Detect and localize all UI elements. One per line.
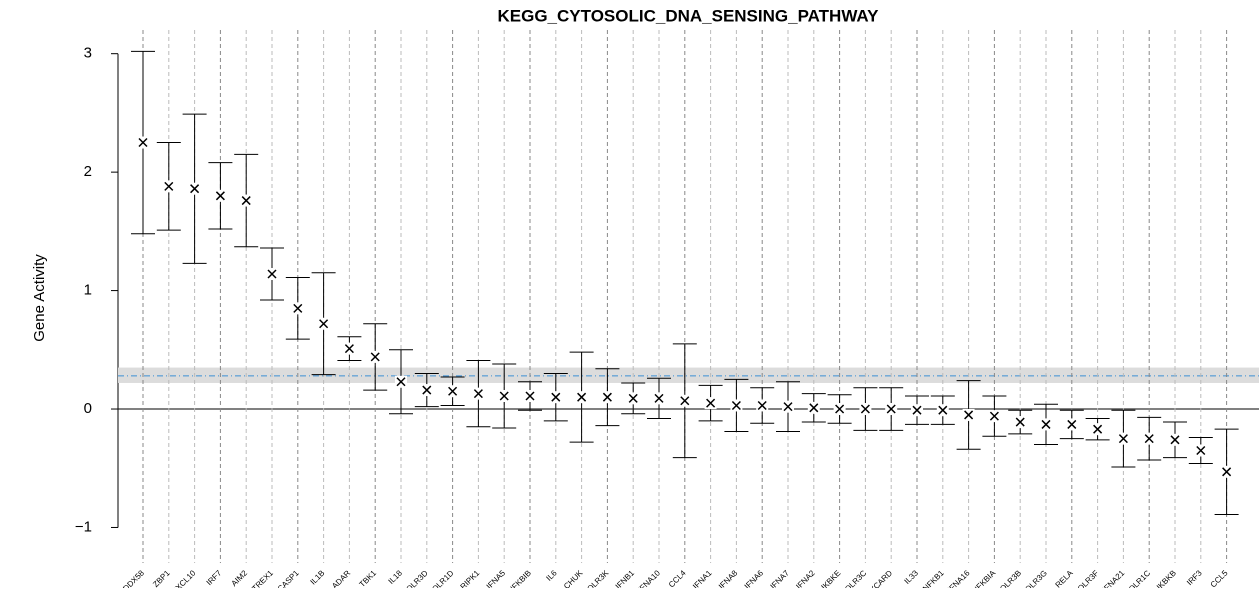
marker [499, 391, 509, 401]
x-tick-label: RIPK1 [459, 568, 482, 588]
x-tick-label: IFNA21 [1101, 568, 1127, 588]
marker [706, 398, 716, 408]
x-tick-label: CHUK [562, 568, 585, 588]
marker [1067, 419, 1077, 429]
marker [680, 396, 690, 406]
marker [396, 377, 406, 387]
x-tick-label: POLR3F [1072, 568, 1100, 588]
marker [835, 404, 845, 414]
x-tick-label: IKBKE [819, 569, 842, 588]
marker [1118, 434, 1128, 444]
y-axis-label: Gene Activity [31, 254, 48, 342]
x-tick-label: IFNA16 [946, 568, 972, 588]
x-tick-label: POLR1C [1123, 568, 1152, 588]
marker [1144, 434, 1154, 444]
marker [1222, 467, 1232, 477]
marker [241, 196, 251, 206]
x-tick-label: POLR3G [1020, 569, 1049, 588]
x-tick-label: RELA [1054, 568, 1076, 588]
x-tick-label: IFNA5 [485, 568, 508, 588]
marker [912, 405, 922, 415]
x-tick-label: NFKBIA [971, 568, 998, 588]
x-tick-label: POLR3D [401, 568, 430, 588]
x-tick-label: POLR3B [994, 569, 1023, 588]
marker [783, 402, 793, 412]
marker [577, 392, 587, 402]
marker [319, 319, 329, 329]
x-tick-label: CASP1 [276, 568, 301, 588]
marker [1041, 419, 1051, 429]
marker [731, 400, 741, 410]
x-tick-label: CCL4 [667, 568, 688, 588]
marker [293, 303, 303, 313]
x-tick-label: IFNB1 [614, 568, 637, 588]
x-tick-label: IRF7 [205, 568, 224, 587]
marker [809, 403, 819, 413]
x-tick-label: ZBP1 [151, 568, 172, 588]
y-tick-label: 0 [84, 400, 92, 417]
x-tick-label: IL33 [903, 568, 921, 586]
x-tick-label: IKBKB [1155, 569, 1178, 588]
x-tick-label: AIM2 [230, 568, 250, 588]
reference-band [118, 367, 1259, 383]
marker [757, 400, 767, 410]
marker [1170, 435, 1180, 445]
x-tick-label: IFNA10 [636, 568, 662, 588]
marker [370, 352, 380, 362]
x-tick-label: TREX1 [250, 568, 275, 588]
marker [1015, 417, 1025, 427]
y-tick-label: 1 [84, 282, 92, 299]
x-tick-label: POLR1D [427, 568, 456, 588]
marker [989, 411, 999, 421]
x-tick-label: CXCL10 [170, 568, 198, 588]
x-tick-label: IFNA6 [743, 568, 766, 588]
marker [628, 393, 638, 403]
marker [964, 410, 974, 420]
marker [860, 404, 870, 414]
marker [473, 389, 483, 399]
x-tick-label: CCL5 [1209, 568, 1230, 588]
y-tick-label: 3 [84, 45, 92, 62]
marker [602, 392, 612, 402]
marker [448, 386, 458, 396]
marker [422, 385, 432, 395]
x-tick-label: POLR3C [839, 568, 868, 588]
y-tick-label: −1 [75, 518, 92, 535]
marker [938, 405, 948, 415]
x-tick-label: IL18 [387, 568, 405, 586]
x-tick-label: ADAR [330, 568, 352, 588]
x-tick-label: IL6 [544, 568, 559, 583]
x-tick-label: IFNA1 [691, 568, 714, 588]
x-tick-label: DDX58 [121, 568, 146, 588]
x-tick-label: POLR3K [582, 568, 611, 588]
marker [344, 344, 354, 354]
marker [525, 391, 535, 401]
marker [164, 181, 174, 191]
x-tick-label: IL1B [308, 569, 326, 587]
x-tick-label: IFNA2 [794, 568, 817, 588]
x-tick-label: NFKB1 [921, 568, 946, 588]
x-tick-label: IRF3 [1185, 568, 1204, 587]
marker [886, 404, 896, 414]
marker [267, 269, 277, 279]
x-tick-label: IFNA8 [717, 568, 740, 588]
marker [190, 184, 200, 194]
marker [215, 191, 225, 201]
marker [654, 393, 664, 403]
x-tick-label: PYCARD [864, 568, 894, 588]
y-tick-label: 2 [84, 163, 92, 180]
marker [551, 392, 561, 402]
marker [1093, 424, 1103, 434]
x-tick-label: NFKBIB [506, 569, 533, 588]
marker [1196, 445, 1206, 456]
x-tick-label: TBK1 [358, 568, 379, 588]
x-tick-label: IFNA7 [769, 568, 792, 588]
chart-title: KEGG_CYTOSOLIC_DNA_SENSING_PATHWAY [497, 6, 879, 25]
marker [138, 137, 148, 148]
